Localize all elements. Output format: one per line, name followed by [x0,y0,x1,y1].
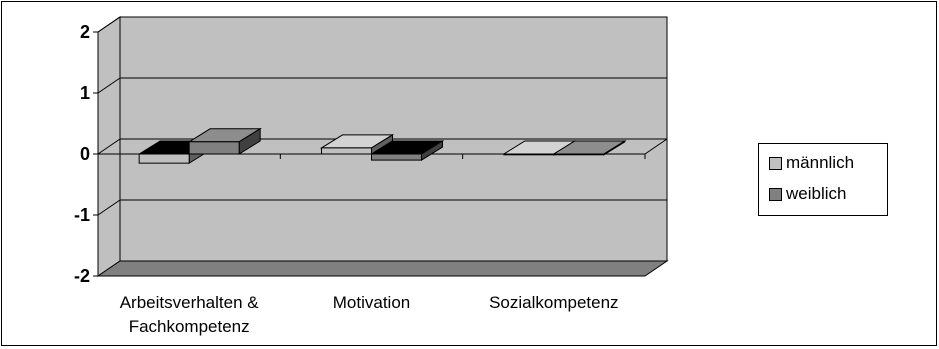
gridline-side [97,16,121,33]
bar-front-mnnlich [138,153,190,164]
legend-swatch-weiblich [769,187,782,201]
legend-label-maennlich: männlich [786,153,855,172]
y-tick-label: 0 [80,144,90,164]
x-category-label: Sozialkompetenz [489,293,618,312]
gridline-side [97,77,121,94]
floor [96,260,669,277]
x-axis-depth [644,138,668,155]
bar-front-mnnlich [321,147,372,155]
legend: männlich weiblich [758,143,888,216]
y-tick-label: 2 [80,22,90,42]
y-tick-label: 1 [80,83,90,103]
y-tick-label: -1 [74,205,90,225]
bar-front-mnnlich [503,153,555,156]
legend-item-weiblich: weiblich [769,183,846,205]
y-tick-label: -2 [74,266,90,286]
x-category-label: Fachkompetenz [129,317,250,336]
legend-label-weiblich: weiblich [786,184,847,203]
legend-swatch-maennlich [769,156,782,170]
bar-front-weiblich [553,153,605,156]
x-category-label: Arbeitsverhalten & [120,293,260,312]
x-category-label: Motivation [333,293,410,312]
gridline-side [97,199,121,216]
legend-item-maennlich: männlich [769,152,854,174]
gridline-side [97,138,121,155]
bar-front-weiblich [188,141,240,155]
bar-front-weiblich [371,153,422,161]
